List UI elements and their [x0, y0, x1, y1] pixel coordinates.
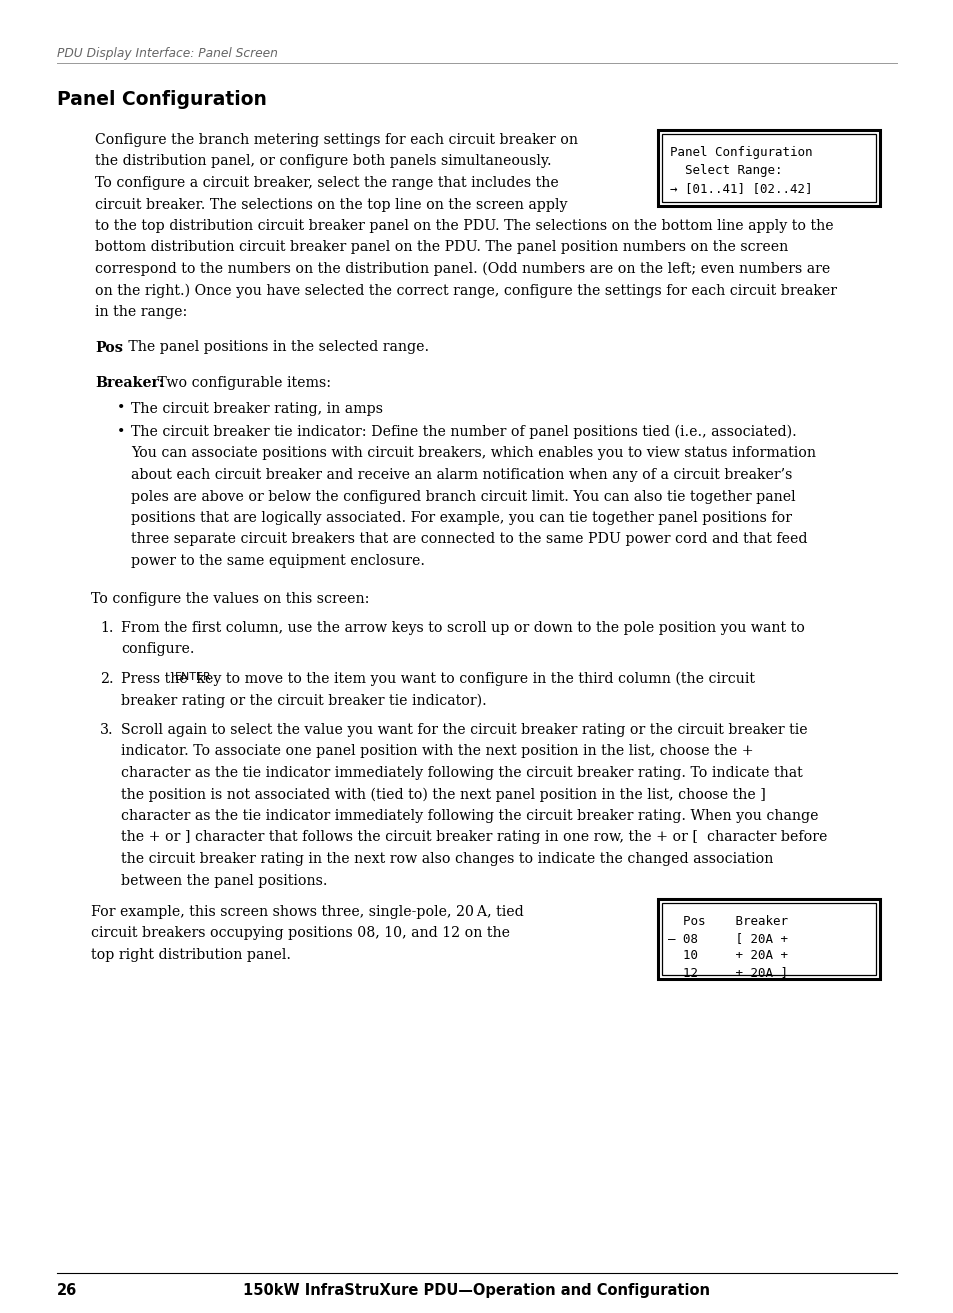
- Text: Pos: Pos: [95, 340, 123, 355]
- Text: Configure the branch metering settings for each circuit breaker on: Configure the branch metering settings f…: [95, 133, 578, 147]
- Text: 12     + 20A ]: 12 + 20A ]: [667, 966, 787, 979]
- Bar: [658, 899, 879, 979]
- Text: indicator. To associate one panel position with the next position in the list, c: indicator. To associate one panel positi…: [121, 744, 753, 759]
- Text: the position is not associated with (tied to) the next panel position in the lis: the position is not associated with (tie…: [121, 788, 765, 802]
- Text: Scroll again to select the value you want for the circuit breaker rating or the : Scroll again to select the value you wan…: [121, 723, 807, 737]
- Text: : The panel positions in the selected range.: : The panel positions in the selected ra…: [119, 340, 429, 355]
- Text: For example, this screen shows three, single-pole, 20 A, tied: For example, this screen shows three, si…: [91, 905, 523, 919]
- Text: – 08     [ 20A +: – 08 [ 20A +: [667, 932, 787, 945]
- Text: circuit breakers occupying positions 08, 10, and 12 on the: circuit breakers occupying positions 08,…: [91, 927, 510, 940]
- Bar: [661, 134, 875, 202]
- Text: the + or ] character that follows the circuit breaker rating in one row, the + o: the + or ] character that follows the ci…: [121, 831, 826, 844]
- Text: configure.: configure.: [121, 642, 194, 656]
- Text: 1.: 1.: [100, 621, 113, 635]
- Text: bottom distribution circuit breaker panel on the PDU. The panel position numbers: bottom distribution circuit breaker pane…: [95, 240, 787, 255]
- Text: The circuit breaker tie indicator: Define the number of panel positions tied (i.: The circuit breaker tie indicator: Defin…: [131, 425, 796, 440]
- Text: Breaker:: Breaker:: [95, 376, 164, 390]
- Text: on the right.) Once you have selected the correct range, configure the settings : on the right.) Once you have selected th…: [95, 284, 836, 298]
- Text: top right distribution panel.: top right distribution panel.: [91, 948, 291, 962]
- Text: To configure a circuit breaker, select the range that includes the: To configure a circuit breaker, select t…: [95, 176, 558, 190]
- Text: 2.: 2.: [100, 672, 113, 685]
- Text: correspond to the numbers on the distribution panel. (Odd numbers are on the lef: correspond to the numbers on the distrib…: [95, 263, 829, 277]
- Text: character as the tie indicator immediately following the circuit breaker rating.: character as the tie indicator immediate…: [121, 809, 818, 823]
- Text: 150kW InfraStruXure PDU—Operation and Configuration: 150kW InfraStruXure PDU—Operation and Co…: [243, 1283, 710, 1299]
- Text: 26: 26: [57, 1283, 77, 1299]
- Text: key to move to the item you want to configure in the third column (the circuit: key to move to the item you want to conf…: [192, 672, 754, 687]
- Text: between the panel positions.: between the panel positions.: [121, 873, 327, 888]
- Text: The circuit breaker rating, in amps: The circuit breaker rating, in amps: [131, 402, 382, 415]
- Text: in the range:: in the range:: [95, 305, 187, 319]
- Text: From the first column, use the arrow keys to scroll up or down to the pole posit: From the first column, use the arrow key…: [121, 621, 804, 635]
- Text: breaker rating or the circuit breaker tie indicator).: breaker rating or the circuit breaker ti…: [121, 693, 486, 708]
- Text: Panel Configuration: Panel Configuration: [57, 91, 267, 109]
- Text: Two configurable items:: Two configurable items:: [152, 376, 331, 390]
- Text: to the top distribution circuit breaker panel on the PDU. The selections on the : to the top distribution circuit breaker …: [95, 219, 833, 232]
- Text: Panel Configuration: Panel Configuration: [669, 146, 812, 159]
- Text: •: •: [117, 425, 125, 439]
- Text: To configure the values on this screen:: To configure the values on this screen:: [91, 591, 369, 605]
- Text: ENTER: ENTER: [174, 672, 211, 681]
- Text: 10     + 20A +: 10 + 20A +: [667, 949, 787, 962]
- Text: 3.: 3.: [100, 723, 113, 737]
- Text: power to the same equipment enclosure.: power to the same equipment enclosure.: [131, 554, 424, 569]
- Text: the distribution panel, or configure both panels simultaneously.: the distribution panel, or configure bot…: [95, 155, 551, 168]
- Text: positions that are logically associated. For example, you can tie together panel: positions that are logically associated.…: [131, 511, 791, 525]
- Text: three separate circuit breakers that are connected to the same PDU power cord an: three separate circuit breakers that are…: [131, 533, 806, 546]
- Text: •: •: [117, 402, 125, 415]
- Text: circuit breaker. The selections on the top line on the screen apply: circuit breaker. The selections on the t…: [95, 197, 567, 211]
- Text: about each circuit breaker and receive an alarm notification when any of a circu: about each circuit breaker and receive a…: [131, 467, 792, 482]
- Text: Press the: Press the: [121, 672, 193, 685]
- Text: You can associate positions with circuit breakers, which enables you to view sta: You can associate positions with circuit…: [131, 446, 815, 461]
- Text: the circuit breaker rating in the next row also changes to indicate the changed : the circuit breaker rating in the next r…: [121, 852, 773, 867]
- Text: → [01..41] [02..42]: → [01..41] [02..42]: [669, 183, 812, 196]
- Bar: [661, 903, 875, 976]
- Text: poles are above or below the configured branch circuit limit. You can also tie t: poles are above or below the configured …: [131, 490, 795, 503]
- Text: Select Range:: Select Range:: [669, 164, 781, 177]
- Text: PDU Display Interface: Panel Screen: PDU Display Interface: Panel Screen: [57, 47, 277, 60]
- Text: Pos    Breaker: Pos Breaker: [667, 915, 787, 928]
- Text: character as the tie indicator immediately following the circuit breaker rating.: character as the tie indicator immediate…: [121, 765, 801, 780]
- Bar: [658, 130, 879, 206]
